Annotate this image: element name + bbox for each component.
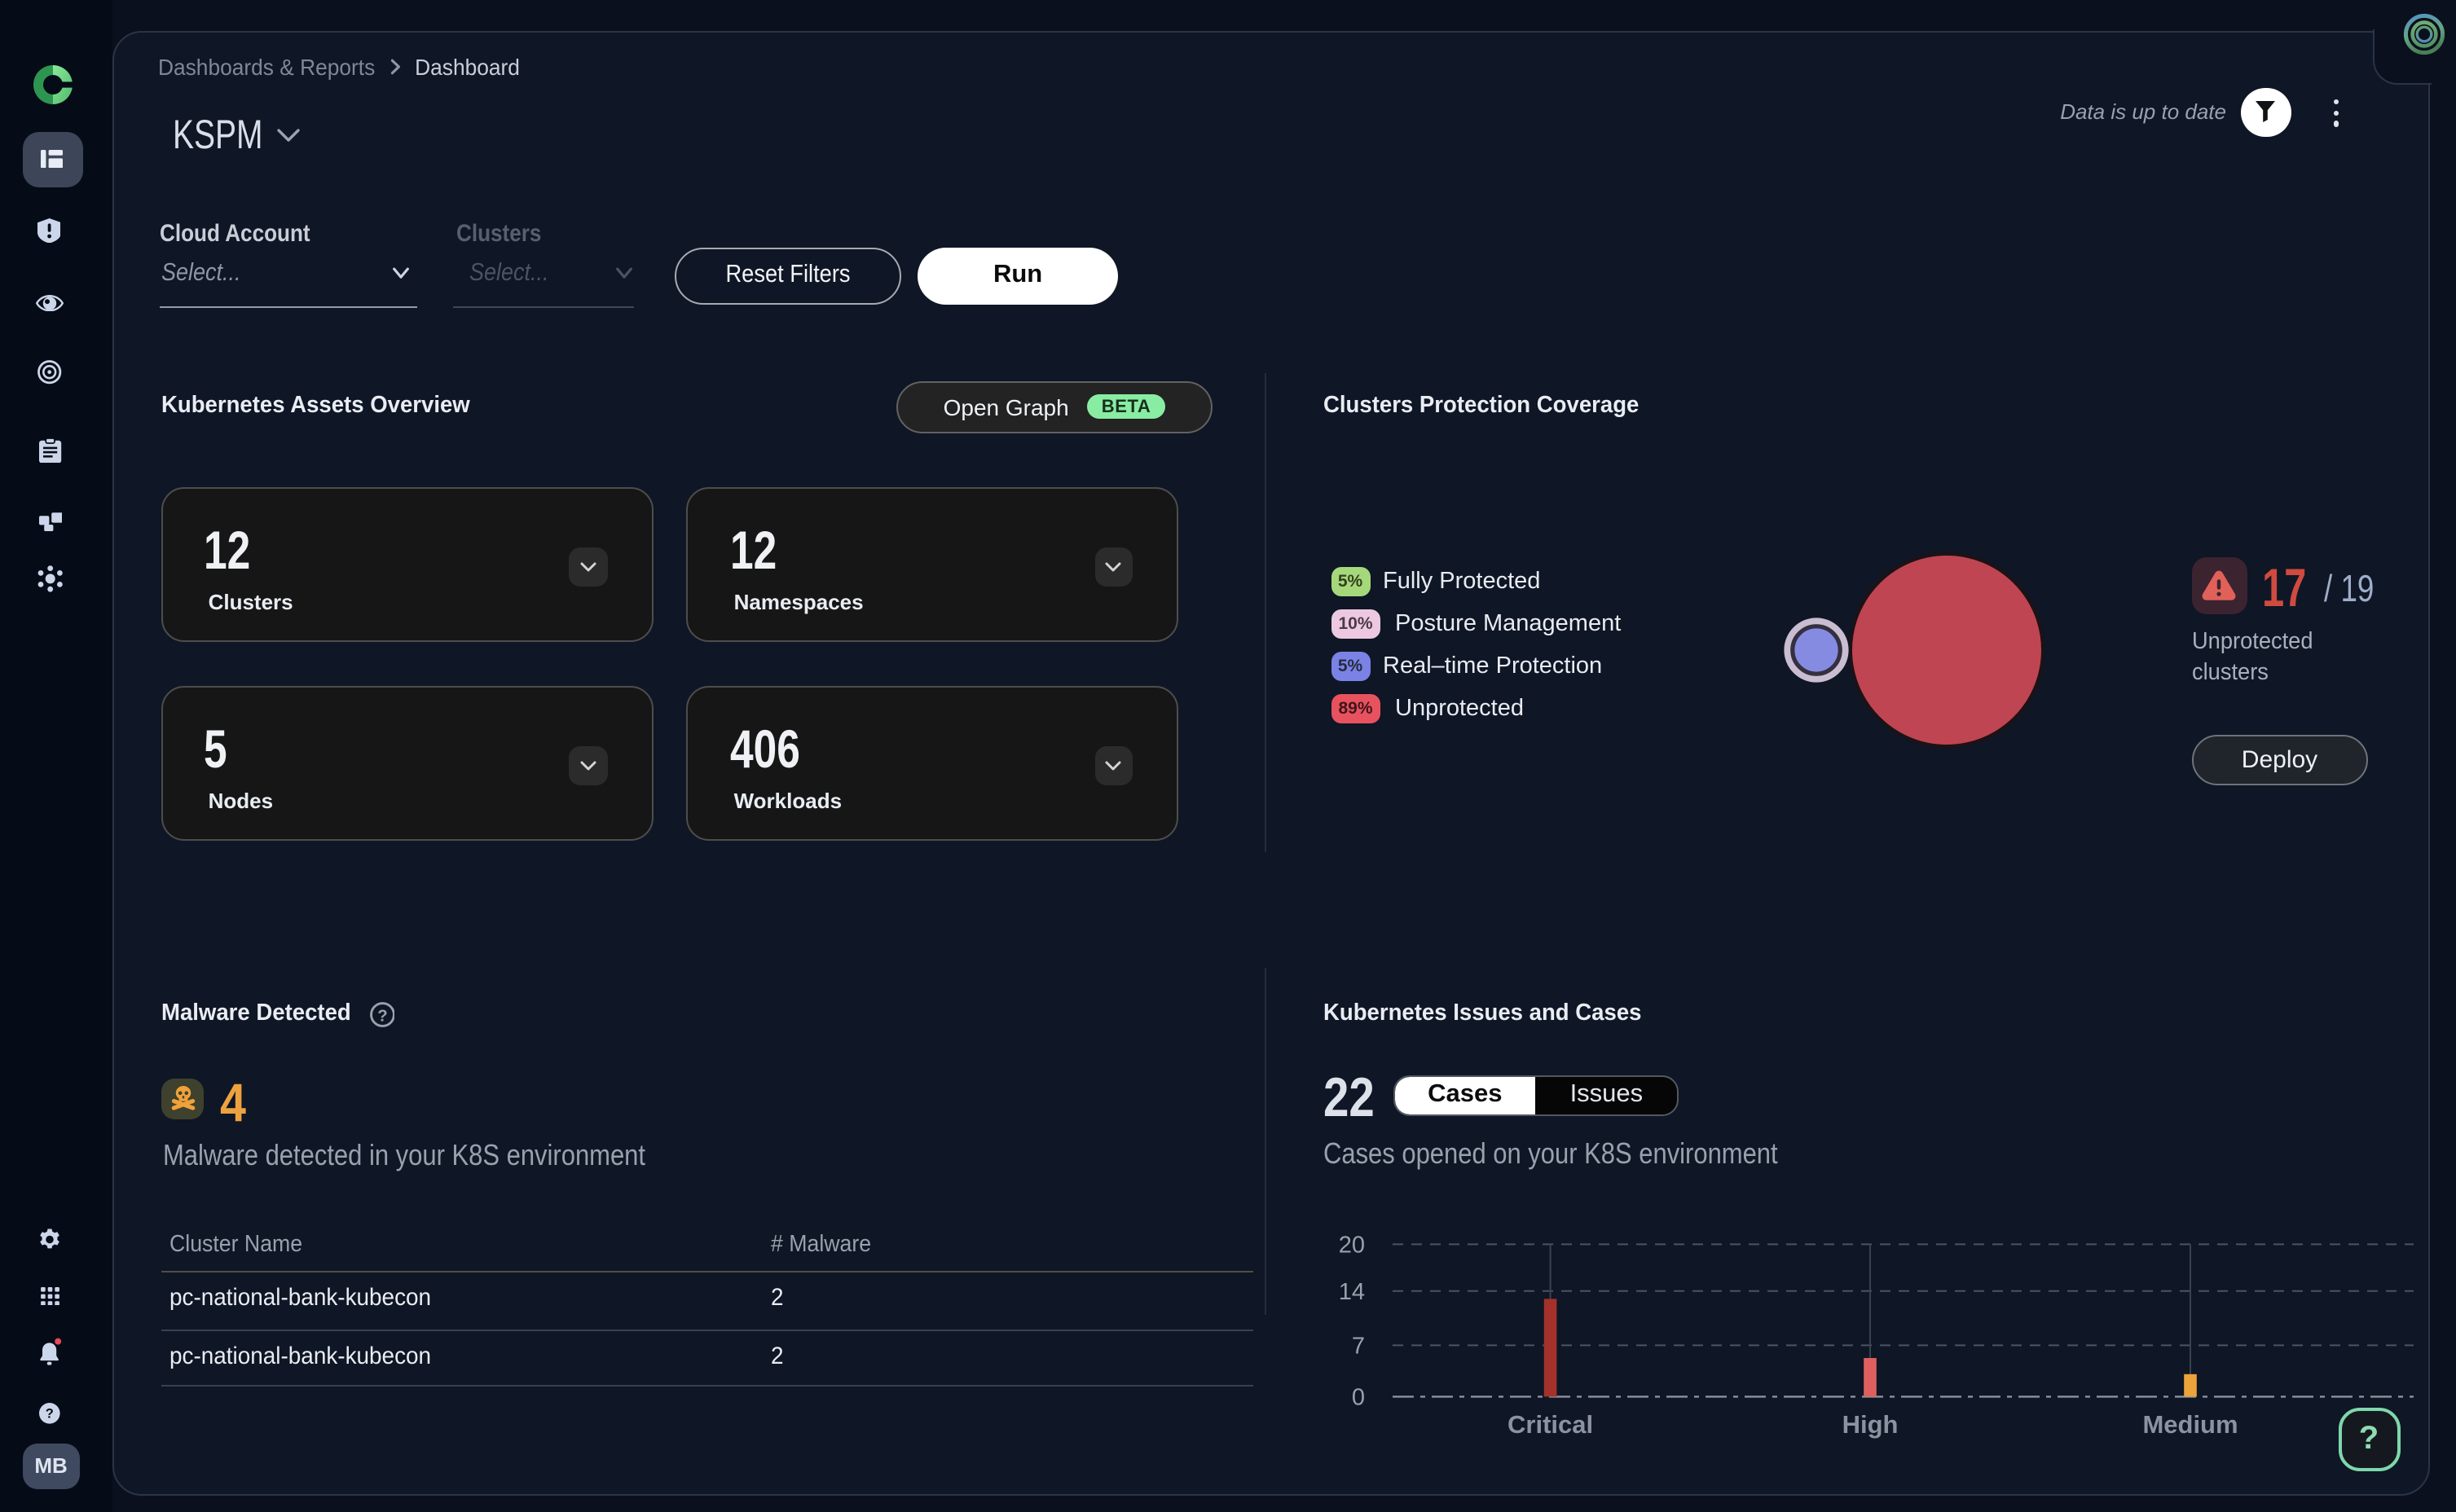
svg-text:?: ?: [376, 1007, 386, 1025]
svg-text:High: High: [1842, 1410, 1899, 1439]
svg-text:20: 20: [1339, 1232, 1365, 1258]
svg-text:Critical: Critical: [1507, 1410, 1593, 1439]
svg-text:7: 7: [1352, 1333, 1365, 1359]
svg-text:0: 0: [1352, 1384, 1365, 1410]
svg-text:Medium: Medium: [2142, 1410, 2238, 1439]
svg-text:14: 14: [1339, 1279, 1365, 1305]
svg-text:?: ?: [46, 1407, 54, 1422]
